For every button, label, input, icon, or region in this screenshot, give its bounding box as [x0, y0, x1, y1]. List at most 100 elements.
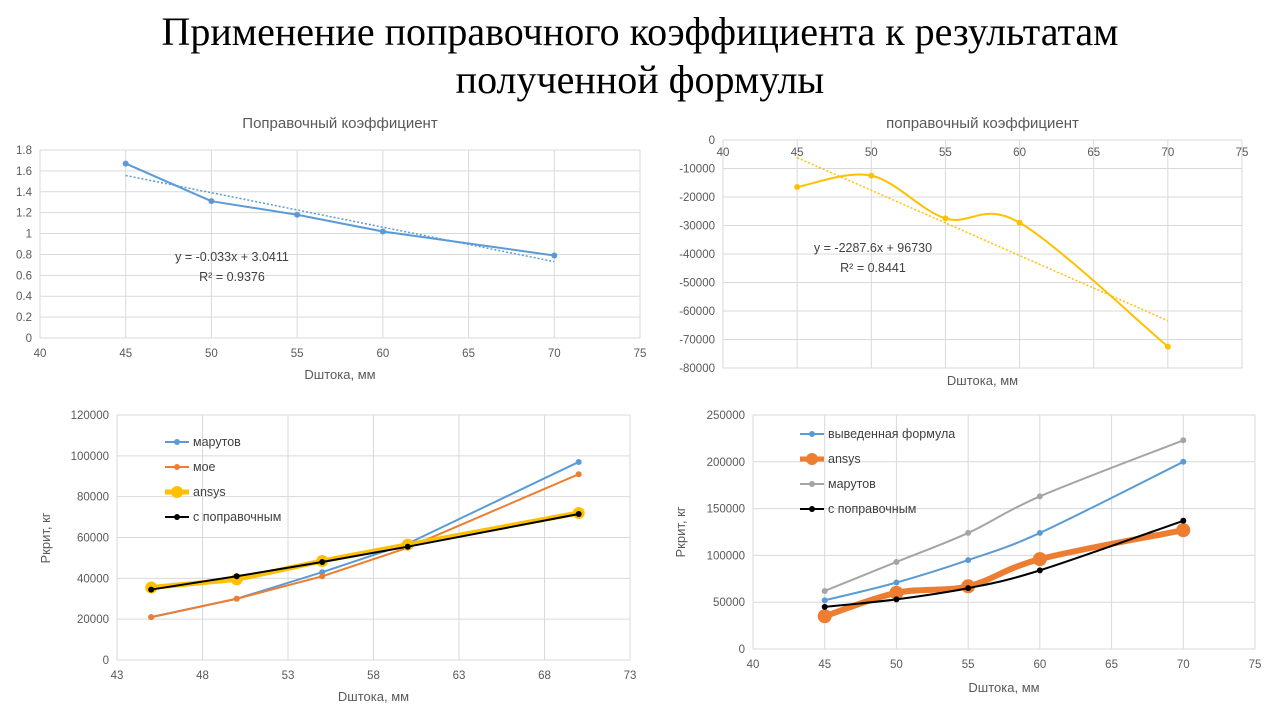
x-tick-label: 73 [624, 670, 637, 682]
data-point [319, 559, 326, 565]
critical-force-chart-1: 0 20000 40000 60000 80000 100000 120000 43 48 53 5… [0, 398, 650, 720]
correction-factor-chart-1: Поправочный коэффициент 0 0.2 0.4 0.6 0.8 1 1.2… [0, 104, 650, 389]
data-point [1176, 523, 1191, 538]
legend-label: с поправочным [193, 510, 281, 524]
y-tick-label: 100000 [707, 550, 745, 562]
legend-label: ansys [193, 485, 226, 499]
series-line-ansys [821, 527, 1187, 620]
data-point [122, 160, 129, 167]
data-point [889, 585, 904, 600]
critical-force-chart-2: 0 50000 100000 150000 200000 250000 40 45 50 55 60… [650, 398, 1280, 720]
x-tick-label: 50 [205, 348, 218, 360]
x-tick-label: 65 [462, 348, 475, 360]
legend-swatch-marker [809, 506, 815, 512]
x-tick-label: 55 [939, 147, 952, 159]
legend-label: марутов [828, 477, 876, 491]
data-point [233, 595, 240, 602]
y-tick-label: 0 [103, 655, 109, 667]
y-tick-label: 1 [26, 229, 32, 241]
legend-swatch-marker [174, 464, 180, 470]
x-tick-label: 75 [634, 348, 647, 360]
x-tick-label: 60 [376, 348, 389, 360]
x-tick-label: 75 [1249, 659, 1262, 671]
chart-c2-svg: поправочный коэффициент -80000 -70000 -6000… [679, 115, 1248, 388]
data-point [575, 471, 582, 478]
y-tick-label: -50000 [679, 278, 715, 290]
trendline-equation: y = -2287.6x + 96730 [814, 241, 932, 255]
data-point [965, 557, 972, 564]
data-point [575, 458, 582, 465]
y-tick-label: 200000 [707, 457, 745, 469]
x-tick-label: 40 [747, 659, 760, 671]
y-tick-label: 150000 [707, 504, 745, 516]
data-point [1016, 219, 1023, 226]
y-tick-label: -60000 [679, 306, 715, 318]
chart-title: Поправочный коэффициент [242, 115, 438, 132]
series-line-main [796, 173, 1169, 348]
x-tick-label: 70 [1161, 147, 1174, 159]
y-tick-label: 1.6 [16, 166, 32, 178]
slide-title-line-2: полученной формулы [455, 57, 825, 102]
data-point [1032, 552, 1047, 567]
series-line-с-поправочным [823, 519, 1185, 608]
legend-swatch-marker [171, 486, 183, 498]
data-point [965, 529, 972, 536]
y-tick-label: 20000 [77, 614, 109, 626]
y-tick-label: 250000 [707, 410, 745, 422]
data-point [965, 585, 972, 592]
legend-swatch-marker [809, 431, 815, 437]
x-tick-label: 55 [291, 348, 304, 360]
data-point [821, 603, 828, 610]
x-tick-label: 40 [34, 348, 47, 360]
chart-c3-svg: 0 20000 40000 60000 80000 100000 120000 43 48 53 5… [38, 410, 637, 704]
y-tick-label: 0.8 [16, 249, 32, 261]
x-axis-label: Dштока, мм [968, 680, 1039, 695]
data-point [893, 596, 900, 603]
chart-title: поправочный коэффициент [886, 115, 1079, 132]
x-tick-label: 53 [282, 670, 295, 682]
x-tick-label: 40 [717, 147, 730, 159]
x-tick-label: 68 [538, 670, 551, 682]
y-tick-label: -20000 [679, 192, 715, 204]
data-point [821, 587, 828, 594]
chart-c4-svg: 0 50000 100000 150000 200000 250000 40 45 50 55 60… [673, 410, 1262, 695]
slide-title: Применение поправочного коэффициента к р… [0, 8, 1280, 104]
x-tick-label: 60 [1013, 147, 1026, 159]
correction-factor-chart-2: поправочный коэффициент -80000 -70000 -6000… [650, 104, 1280, 390]
chart-c1-svg: Поправочный коэффициент 0 0.2 0.4 0.6 0.8 1 1.2… [16, 115, 647, 382]
data-point [551, 252, 558, 259]
y-tick-label: 0 [739, 644, 745, 656]
x-tick-label: 63 [453, 670, 466, 682]
data-point [821, 597, 828, 604]
data-point [379, 228, 386, 235]
x-tick-label: 45 [119, 348, 132, 360]
x-tick-label: 43 [111, 670, 124, 682]
legend-swatch-marker [174, 514, 180, 520]
legend-swatch-marker [806, 453, 818, 465]
legend-label: выведенная формула [828, 427, 955, 441]
x-tick-label: 50 [890, 659, 903, 671]
legend-label: ansys [828, 452, 861, 466]
data-point [1164, 343, 1171, 350]
y-tick-label: 1.4 [16, 187, 33, 199]
data-point [233, 573, 240, 580]
data-point [148, 614, 155, 621]
y-tick-label: -10000 [679, 164, 715, 176]
series-line-марутов [823, 439, 1185, 592]
y-axis-label: Pкрит, кг [673, 506, 688, 557]
data-point [893, 558, 900, 565]
slide-title-line-1: Применение поправочного коэффициента к р… [161, 9, 1119, 54]
y-tick-label: 0 [26, 333, 32, 345]
x-tick-label: 70 [1177, 659, 1190, 671]
x-tick-label: 45 [791, 147, 804, 159]
data-point [575, 511, 582, 518]
trendline-equation: R² = 0.8441 [840, 261, 906, 275]
trendline [125, 174, 555, 263]
x-tick-label: 58 [367, 670, 380, 682]
x-tick-label: 60 [1033, 659, 1046, 671]
x-tick-label: 48 [196, 670, 209, 682]
data-point [868, 172, 875, 179]
trendline-equation: y = -0.033x + 3.0411 [175, 250, 289, 264]
y-tick-label: 0 [709, 135, 715, 147]
y-tick-label: 0.6 [16, 270, 32, 282]
